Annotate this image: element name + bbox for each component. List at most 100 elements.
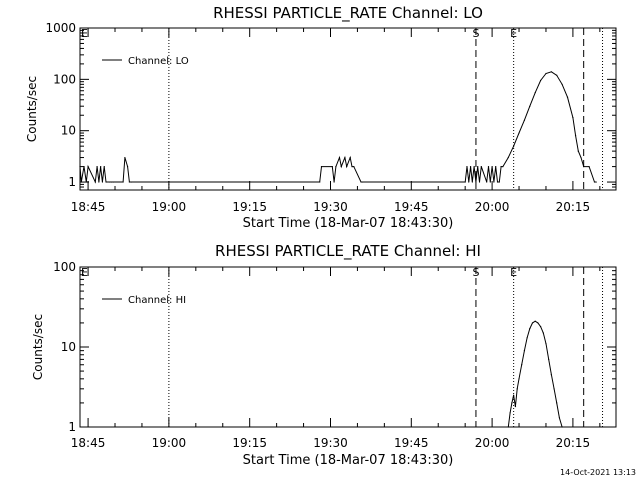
- data-point: [561, 426, 563, 428]
- data-point: [583, 165, 585, 168]
- x-axis-label: Start Time (18-Mar-07 18:43:30): [243, 453, 454, 468]
- data-point: [480, 165, 482, 168]
- y-tick-label: 1000: [45, 21, 76, 35]
- x-axis-label: Start Time (18-Mar-07 18:43:30): [243, 216, 454, 231]
- y-tick-label: 10: [61, 340, 76, 354]
- series-line: [79, 71, 597, 184]
- x-tick-label: 20:00: [475, 436, 510, 450]
- data-point: [518, 378, 520, 380]
- data-point: [109, 181, 111, 183]
- data-point: [545, 343, 547, 345]
- data-point: [558, 417, 561, 419]
- data-point: [545, 72, 547, 75]
- data-point: [340, 165, 342, 168]
- data-point: [548, 358, 550, 360]
- event-marker-label: S: [472, 27, 479, 40]
- data-point: [110, 181, 113, 183]
- data-point: [487, 165, 490, 168]
- data-point: [580, 156, 582, 159]
- data-point: [128, 181, 130, 183]
- data-point: [112, 181, 114, 183]
- data-point: [349, 156, 351, 159]
- event-marker-label: E: [510, 27, 517, 40]
- y-axis-label: Counts/sec: [25, 76, 39, 142]
- data-point: [124, 156, 126, 159]
- timestamp: 14-Oct-2021 13:13: [560, 468, 636, 477]
- plot-frame: [79, 266, 617, 428]
- x-tick-label: 19:00: [152, 200, 187, 214]
- data-point: [83, 165, 85, 168]
- data-point: [346, 165, 348, 168]
- data-point: [550, 71, 552, 73]
- x-tick-label: 20:15: [556, 200, 591, 214]
- data-point: [516, 388, 518, 390]
- x-tick-label: 20:00: [475, 200, 510, 214]
- x-tick-label: 20:15: [556, 436, 591, 450]
- data-point: [493, 181, 495, 183]
- data-point: [511, 402, 513, 404]
- data-point: [574, 135, 577, 137]
- data-point: [333, 181, 335, 183]
- data-point: [489, 181, 491, 183]
- data-point: [496, 181, 499, 183]
- data-point: [572, 116, 574, 119]
- data-point: [556, 402, 558, 404]
- data-point: [529, 327, 531, 330]
- data-point: [96, 165, 98, 168]
- data-point: [362, 181, 364, 183]
- data-point: [122, 181, 124, 183]
- y-axis-label: Counts/sec: [31, 314, 45, 380]
- data-point: [353, 165, 355, 168]
- data-point: [526, 337, 528, 339]
- data-point: [320, 165, 323, 168]
- data-point: [360, 181, 362, 183]
- data-point: [464, 181, 466, 183]
- y-tick-label: 100: [53, 72, 76, 86]
- event-marker-label: E: [81, 27, 88, 40]
- x-tick-label: 19:15: [232, 436, 267, 450]
- data-point: [513, 394, 515, 396]
- data-point: [537, 322, 539, 324]
- data-point: [126, 165, 129, 168]
- data-point: [98, 181, 100, 183]
- legend-entry: Channel: HI: [128, 295, 186, 306]
- data-point: [521, 364, 523, 366]
- data-point: [100, 165, 102, 168]
- data-point: [534, 92, 536, 94]
- data-point: [593, 181, 596, 183]
- data-point: [595, 181, 597, 183]
- y-tick-label: 1: [68, 175, 76, 189]
- data-point: [331, 165, 333, 168]
- data-point: [130, 181, 132, 183]
- data-point: [588, 165, 590, 168]
- x-tick-label: 19:45: [394, 200, 429, 214]
- data-point: [513, 145, 515, 147]
- data-point: [500, 165, 502, 168]
- data-point: [79, 165, 81, 168]
- data-point: [473, 165, 475, 168]
- y-tick-label: 1: [68, 420, 76, 434]
- data-point: [105, 181, 107, 183]
- data-point: [550, 374, 552, 376]
- data-point: [542, 332, 544, 334]
- data-point: [523, 350, 526, 352]
- data-point: [80, 181, 82, 183]
- event-marker-label: E: [510, 266, 517, 279]
- data-point: [577, 150, 579, 152]
- data-point: [495, 165, 497, 168]
- data-point: [87, 165, 89, 168]
- data-point: [466, 165, 468, 168]
- event-marker-label: E: [81, 266, 88, 279]
- data-point: [523, 119, 526, 121]
- data-point: [534, 320, 536, 322]
- data-point: [319, 181, 321, 183]
- legend-entry: Channel: LO: [128, 56, 189, 67]
- data-point: [498, 181, 500, 183]
- chart-title: RHESSI PARTICLE_RATE Channel: HI: [215, 242, 481, 261]
- data-point: [491, 165, 493, 168]
- data-point: [471, 181, 473, 183]
- x-tick-label: 19:15: [232, 200, 267, 214]
- x-tick-label: 18:45: [71, 200, 106, 214]
- data-point: [531, 322, 534, 324]
